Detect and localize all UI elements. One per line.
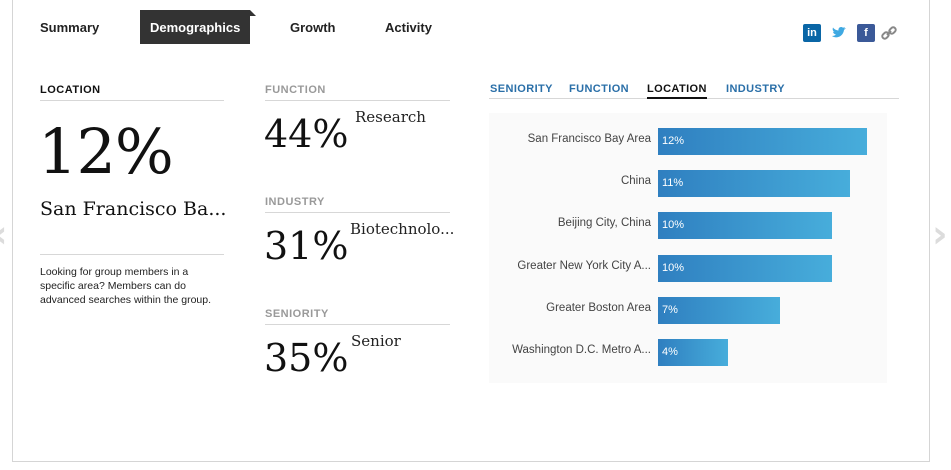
bar-value-label: 10% <box>662 261 685 274</box>
bar[interactable]: 11% <box>658 170 850 198</box>
bar[interactable]: 10% <box>658 254 832 282</box>
bar-label: Washington D.C. Metro A... <box>512 344 651 356</box>
chart-tab-location[interactable]: LOCATION <box>647 83 707 99</box>
facebook-icon[interactable]: f <box>857 24 875 42</box>
bar-label: Beijing City, China <box>557 217 651 230</box>
location-percent: 12% <box>38 115 174 188</box>
bar-value-label: 12% <box>662 135 685 147</box>
linkedin-icon[interactable]: in <box>803 24 821 42</box>
location-bar-chart <box>489 113 887 383</box>
link-icon[interactable] <box>880 24 898 42</box>
location-description: Looking for group members in a specific … <box>40 266 212 306</box>
tab-activity[interactable]: Activity <box>385 20 432 35</box>
chart-tab-function[interactable]: FUNCTION <box>569 83 630 95</box>
bar-value-label: 7% <box>662 303 678 316</box>
chart-tab-industry[interactable]: INDUSTRY <box>726 83 786 95</box>
location-divider <box>40 254 224 255</box>
industry-percent: 31% <box>264 224 349 268</box>
bar-label: Greater Boston Area <box>546 301 651 314</box>
bar-label: China <box>620 175 651 188</box>
bar[interactable]: 10% <box>658 212 832 240</box>
industry-title: INDUSTRY <box>265 196 450 213</box>
twitter-icon[interactable] <box>830 24 848 42</box>
next-arrow-icon[interactable]: › <box>932 212 948 256</box>
bar-label: San Francisco Bay Area <box>527 133 651 145</box>
seniority-title: SENIORITY <box>265 308 450 325</box>
location-place: San Francisco Ba... <box>40 198 227 220</box>
seniority-label: Senior <box>351 332 401 350</box>
function-percent: 44% <box>264 112 349 156</box>
function-title: FUNCTION <box>265 84 450 101</box>
prev-arrow-icon[interactable]: ‹ <box>0 212 8 256</box>
bar-label: Greater New York City A... <box>517 259 651 272</box>
bar[interactable]: 12% <box>658 128 867 155</box>
bar-value-label: 10% <box>662 219 685 232</box>
tab-demographics[interactable]: Demographics <box>140 10 257 44</box>
tab-summary[interactable]: Summary <box>40 20 100 35</box>
bar-value-label: 11% <box>662 177 684 190</box>
industry-label: Biotechnolo... <box>350 220 455 238</box>
seniority-percent: 35% <box>264 336 349 380</box>
bar-value-label: 4% <box>662 346 678 358</box>
function-label: Research <box>355 108 426 126</box>
bar[interactable]: 4% <box>658 339 728 366</box>
chart-tab-seniority[interactable]: SENIORITY <box>490 83 553 95</box>
tab-growth[interactable]: Growth <box>290 20 336 35</box>
location-title: LOCATION <box>40 84 224 101</box>
bar[interactable]: 7% <box>658 296 780 324</box>
